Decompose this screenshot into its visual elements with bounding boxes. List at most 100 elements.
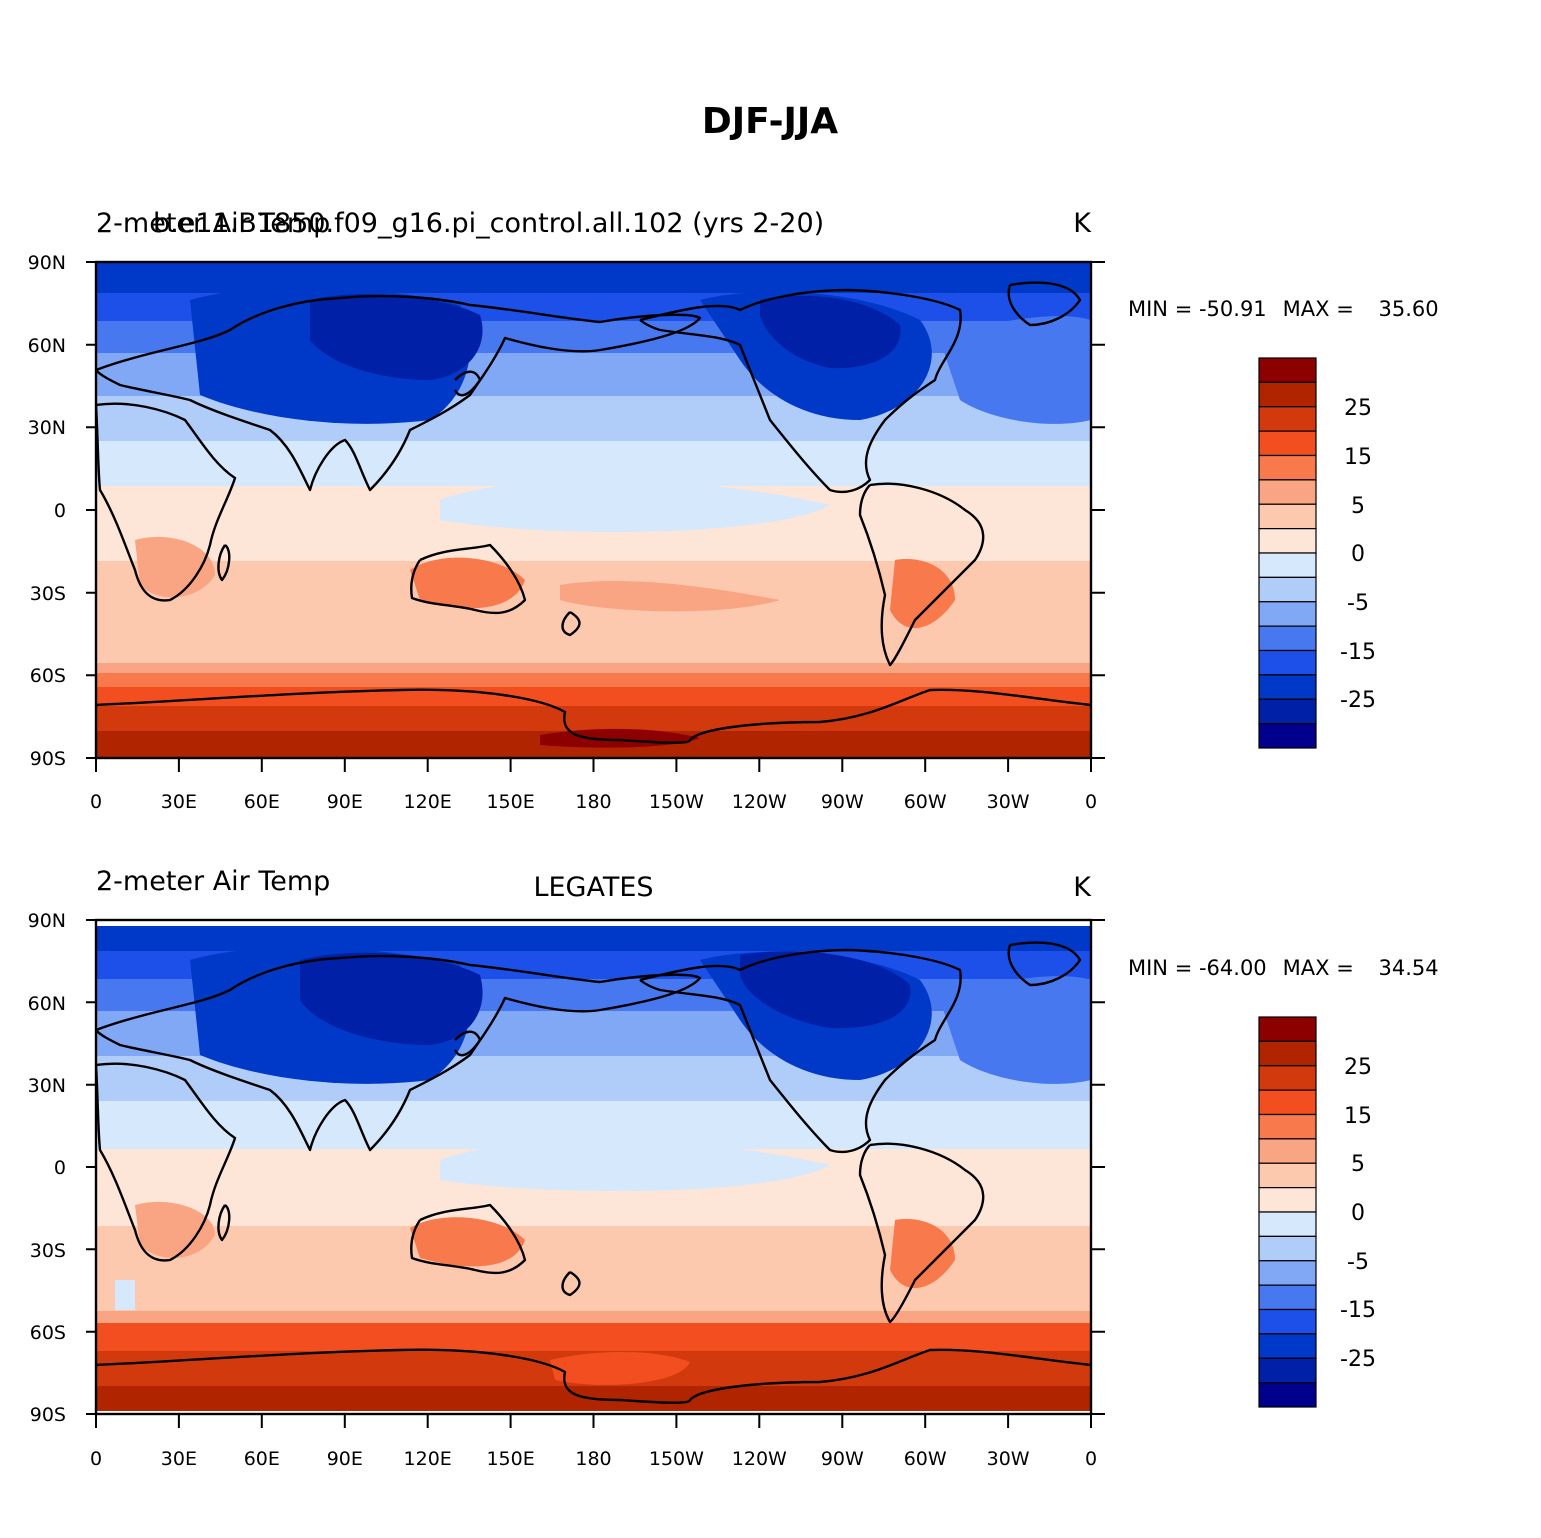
lon-label: 90E xyxy=(327,791,363,813)
colorbar-box xyxy=(1258,1138,1317,1164)
map-panel-bottom: 2-meter Air Temp LEGATES K 90N 60N 30N 0… xyxy=(28,866,1439,1470)
colorbar-label: 25 xyxy=(1344,396,1372,421)
max-label: MAX = xyxy=(1283,297,1361,321)
colorbar-labels-bottom: 25 15 5 0 -5 -15 -25 xyxy=(1340,1055,1376,1372)
band-55s xyxy=(96,1310,1091,1323)
lat-label: 30N xyxy=(28,417,66,439)
colorbar-box xyxy=(1258,1333,1317,1359)
south-america-warm xyxy=(890,1219,955,1289)
lat-labels-bottom: 90N 60N 30N 0 30S 60S 90S xyxy=(28,910,66,1426)
lon-label: 90W xyxy=(821,791,864,813)
lat-label: 60S xyxy=(30,1322,66,1344)
colorbar-box xyxy=(1258,1284,1317,1311)
lat-label: 0 xyxy=(54,1157,66,1179)
colorbar-box xyxy=(1258,1065,1317,1091)
colorbar-box xyxy=(1258,1016,1317,1042)
colorbar-top: 25 15 5 0 -5 -15 -25 xyxy=(1258,357,1376,749)
lat-ticks-top xyxy=(86,261,1105,759)
antarctic-interior xyxy=(550,1351,690,1385)
lon-labels-bottom: 0 30E 60E 90E 120E 150E 180 150W 120W 90… xyxy=(90,1448,1097,1470)
colorbar-label: 15 xyxy=(1344,1104,1372,1129)
colorbar-label: 5 xyxy=(1351,1152,1365,1177)
lat-label: 60N xyxy=(28,335,66,357)
colorbar-box xyxy=(1258,503,1317,530)
lon-label: 120W xyxy=(732,791,787,813)
colorbar-label: 25 xyxy=(1344,1055,1372,1080)
lon-label: 150E xyxy=(486,791,534,813)
north-america-coast xyxy=(639,288,962,494)
north-america-coast xyxy=(639,948,962,1154)
band-tropics xyxy=(96,440,1091,486)
lon-label: 30W xyxy=(987,791,1030,813)
eurasia-coast xyxy=(96,294,702,492)
lon-label: 150W xyxy=(649,1448,704,1470)
coastlines-bottom xyxy=(96,941,1091,1404)
lon-label: 0 xyxy=(1085,1448,1097,1470)
colorbar-box xyxy=(1258,698,1317,725)
colorbar-box xyxy=(1258,649,1317,676)
africa-warm xyxy=(135,1201,215,1258)
japan-coast xyxy=(453,370,482,397)
colorbar-label: -25 xyxy=(1340,1347,1376,1372)
lon-labels-top: 0 30E 60E 90E 120E 150E 180 150W 120W 90… xyxy=(90,791,1097,813)
madagascar-coast xyxy=(217,1204,231,1242)
canada-coldest xyxy=(740,951,911,1029)
colorbar-box xyxy=(1258,1113,1317,1140)
lon-label: 30E xyxy=(161,1448,197,1470)
australia-hot xyxy=(410,557,525,609)
colorbar-boxes-top xyxy=(1258,357,1317,749)
greenland-coast xyxy=(1007,941,1082,987)
temperature-field-top xyxy=(96,262,1091,758)
south-america-coast xyxy=(858,482,985,667)
lon-label: 0 xyxy=(1085,791,1097,813)
band-90n xyxy=(96,926,1091,951)
min-max-readout-top: MIN = -50.91 MAX = 35.60 xyxy=(1128,297,1439,321)
lon-label: 30W xyxy=(987,1448,1030,1470)
lon-label: 90E xyxy=(327,1448,363,1470)
lon-label: 60E xyxy=(244,1448,280,1470)
colorbar-box xyxy=(1258,479,1317,505)
min-label: MIN = xyxy=(1128,297,1199,321)
lon-label: 0 xyxy=(90,791,102,813)
pacific-cold-tongue xyxy=(440,479,830,532)
warm-pool-south-pacific xyxy=(560,580,780,612)
colorbar-box xyxy=(1258,1040,1317,1067)
australia-coast xyxy=(410,543,527,615)
band-90n xyxy=(96,262,1091,293)
lat-label: 30S xyxy=(30,583,66,605)
madagascar-coast xyxy=(217,544,231,582)
colorbar-label: -25 xyxy=(1340,688,1376,713)
lat-label: 30S xyxy=(30,1240,66,1262)
colorbar-boxes-bottom xyxy=(1258,1016,1317,1408)
colorbar-label: 15 xyxy=(1344,445,1372,470)
colorbar-label: 0 xyxy=(1351,1201,1365,1226)
south-america-coast xyxy=(858,1142,985,1324)
colorbar-box xyxy=(1258,430,1317,457)
colorbar-box xyxy=(1258,1162,1317,1189)
colorbar-box xyxy=(1258,1357,1317,1384)
colorbar-label: -5 xyxy=(1347,1250,1369,1275)
colorbar-box xyxy=(1258,1187,1317,1213)
australia-hot xyxy=(410,1217,525,1267)
lon-label: 60W xyxy=(904,1448,947,1470)
lat-label: 60S xyxy=(30,665,66,687)
lon-label: 180 xyxy=(575,1448,611,1470)
colorbar-box xyxy=(1258,601,1317,627)
eurasia-coast xyxy=(96,954,702,1152)
lon-label: 60E xyxy=(244,791,280,813)
lat-label: 0 xyxy=(54,500,66,522)
colorbar-box xyxy=(1258,1260,1317,1286)
colorbar-box xyxy=(1258,674,1317,700)
band-60s xyxy=(96,672,1091,687)
new-zealand-coast xyxy=(561,1270,581,1297)
lon-label: 120E xyxy=(404,791,452,813)
colorbar-label: -15 xyxy=(1340,640,1376,665)
lat-label: 90N xyxy=(28,252,66,274)
colorbar-box xyxy=(1258,454,1317,481)
north-atlantic-warm xyxy=(940,976,1091,1084)
japan-coast xyxy=(453,1030,482,1057)
panel-case-title: b.e11.B1850.f09_g16.pi_control.all.102 (… xyxy=(153,208,824,239)
panel-left-title: 2-meter Air Temp xyxy=(96,208,330,239)
lat-label: 90S xyxy=(30,748,66,770)
colorbar-box xyxy=(1258,625,1317,652)
